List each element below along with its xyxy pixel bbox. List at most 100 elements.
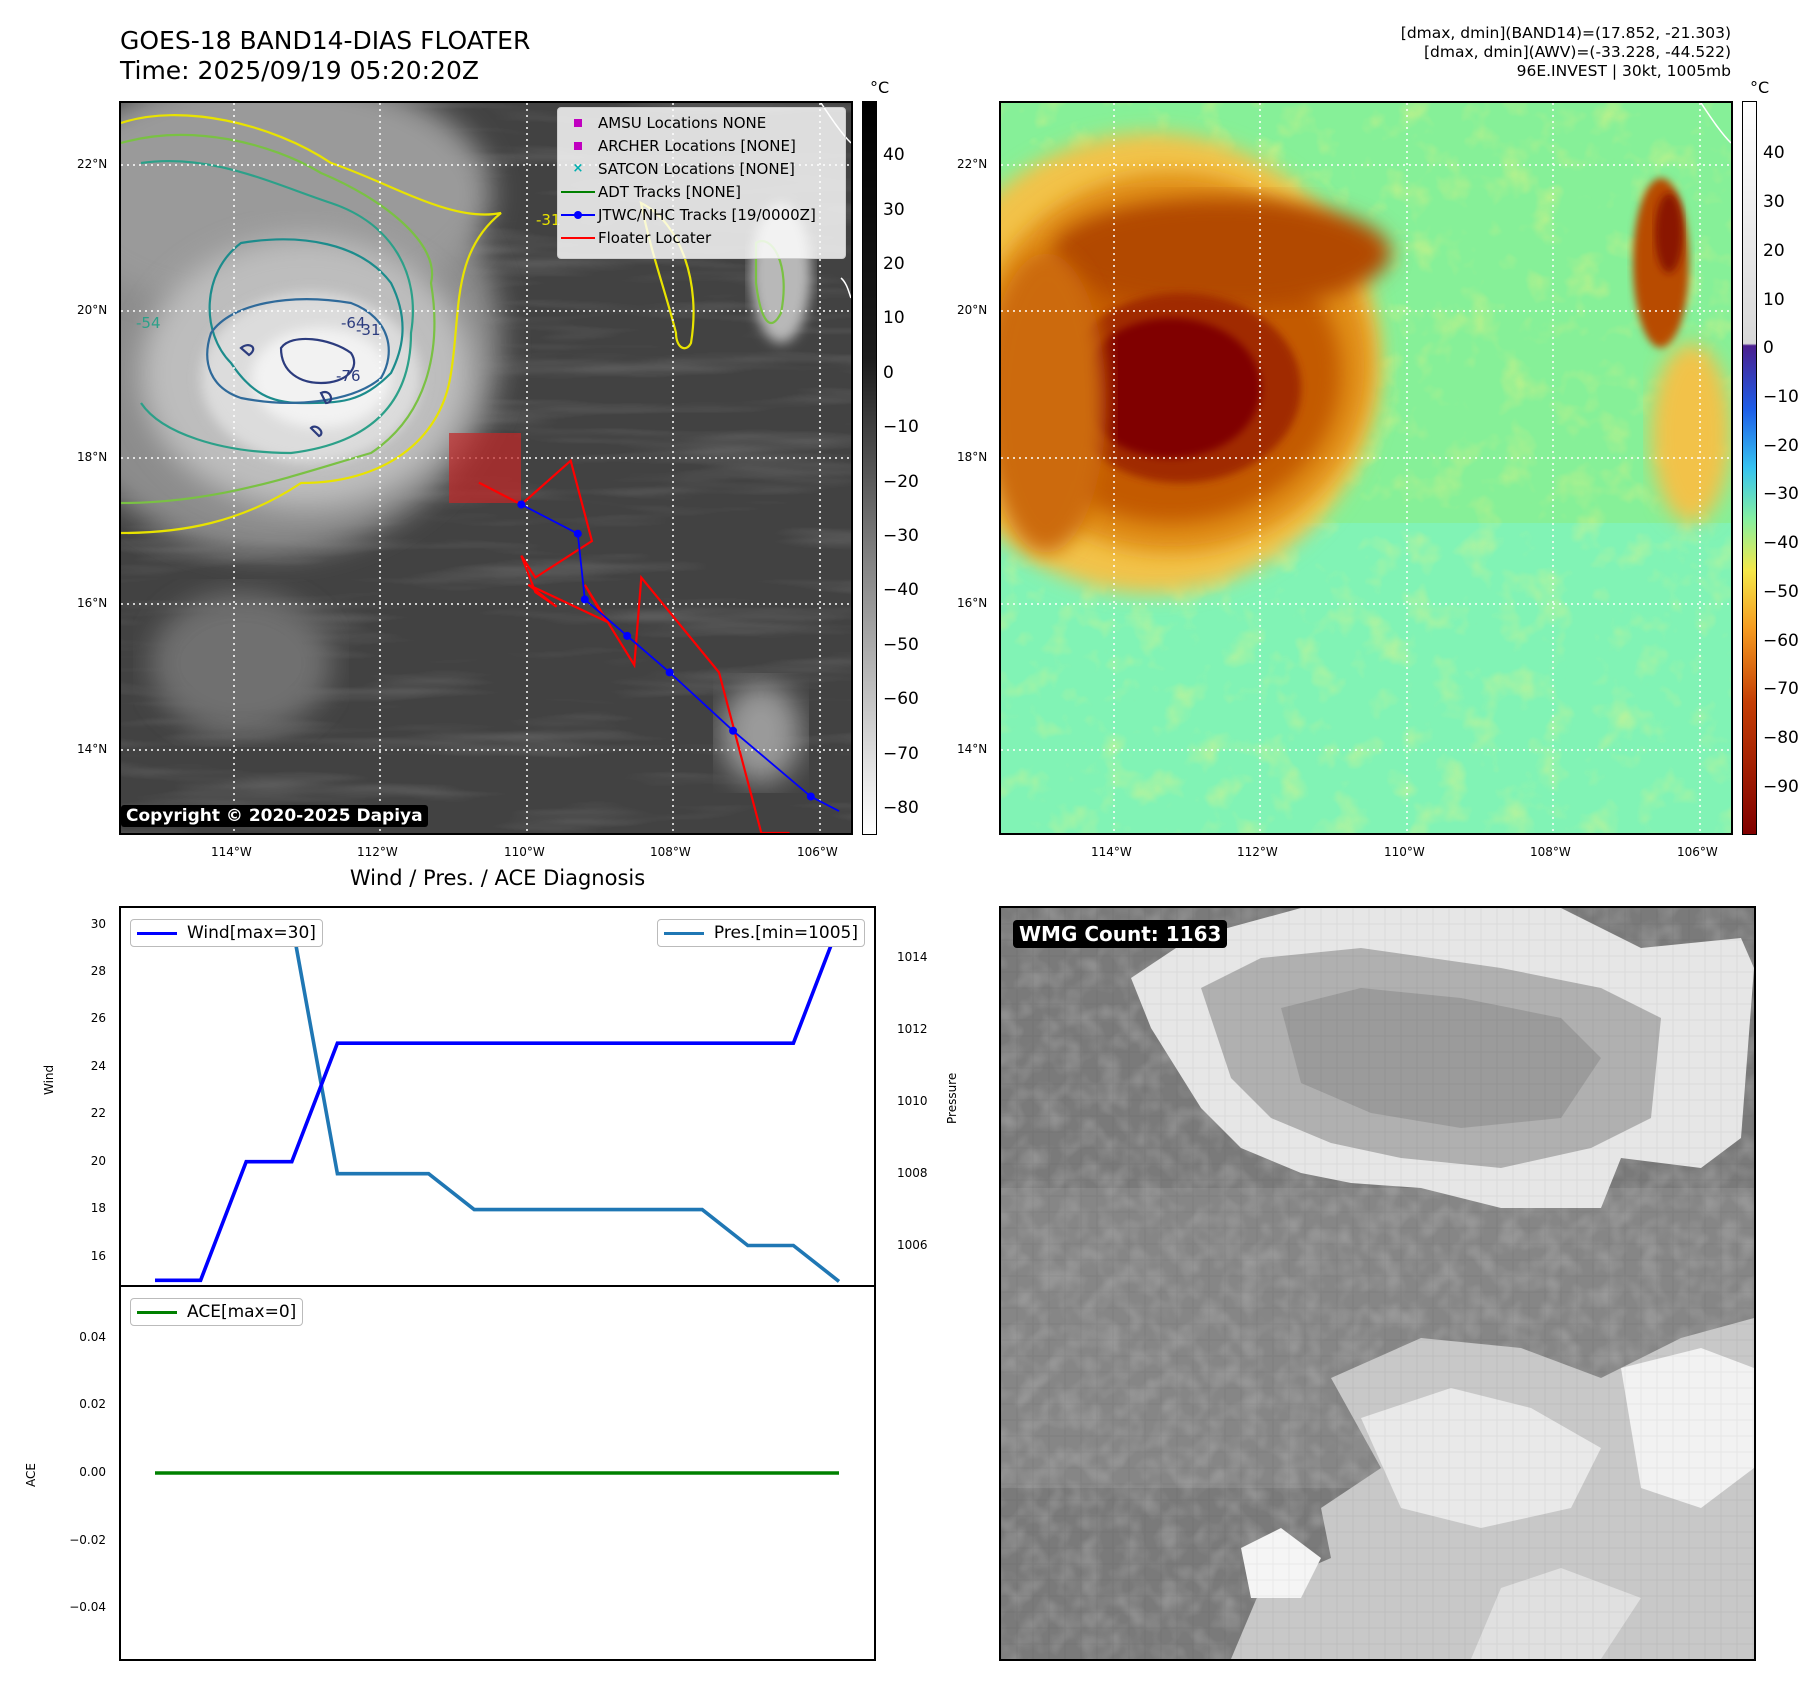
ace-legend-label: ACE[max=0] [187,1302,297,1322]
lat-tick: 16°N [957,596,988,610]
ace-legend: ACE[max=0] [130,1298,304,1326]
ir-legend-row: ARCHER Locations [NONE] [558,134,845,157]
contour-label: -76 [336,367,361,385]
floater-locater-track [478,458,790,833]
lat-tick: 22°N [77,157,108,171]
jtwc-track-point [729,726,738,735]
colorbar-tick: −60 [1763,631,1799,651]
colorbar-tick: −30 [883,526,919,546]
ir-legend-symbol [558,141,598,150]
header-stats: [dmax, dmin](BAND14)=(17.852, -21.303) [… [1401,24,1731,81]
ir-legend-row: AMSU Locations NONE [558,111,845,134]
colorbar-tick: −20 [1763,436,1799,456]
ir-legend-label: ARCHER Locations [NONE] [598,136,796,155]
wind-tick: 24 [90,1058,106,1073]
colorbar-tick: 20 [883,254,905,274]
lat-tick: 20°N [77,303,108,317]
colorbar-tick: −70 [883,744,919,764]
colorbar-tick: 30 [1763,192,1785,212]
pressure-legend: Pres.[min=1005] [656,919,865,947]
floater-locater-box [449,433,521,503]
lon-tick: 110°W [504,845,545,859]
wv-colorbar-unit: °C [1750,78,1770,97]
wind-tick: 16 [90,1248,106,1263]
ir-colorbar [862,101,877,835]
awv-minmax: [dmax, dmin](AWV)=(-33.228, -44.522) [1424,43,1731,61]
ir-legend-symbol: × [572,161,584,176]
colorbar-tick: −40 [1763,533,1799,553]
lat-tick: 14°N [77,742,108,756]
figure-title: GOES-18 BAND14-DIAS FLOATER [120,26,531,55]
coastline [1700,103,1731,144]
pressure-legend-swatch [663,931,704,935]
colorbar-tick: 0 [1763,338,1774,358]
colorbar-tick: 40 [1763,143,1785,163]
lon-tick: 112°W [357,845,398,859]
band14-minmax: [dmax, dmin](BAND14)=(17.852, -21.303) [1400,24,1731,42]
wmg-panel: WMG Count: 1163 [999,906,1756,1661]
wmg-pixel-grid [1001,908,1754,1659]
ir-legend-symbol [558,236,598,239]
jtwc-track-point [623,631,632,640]
ir-legend-label: ADT Tracks [NONE] [598,182,742,201]
wv-gridlines [1001,103,1731,833]
wind-legend-label: Wind[max=30] [187,923,316,943]
lon-tick: 106°W [1677,845,1718,859]
ace-legend-swatch [137,1310,177,1314]
ace-tick: 0.04 [79,1329,106,1344]
colorbar-tick: −20 [883,472,919,492]
contour-label: -64 [341,314,366,332]
pressure-tick: 1014 [897,950,928,965]
jtwc-track-point [580,595,589,604]
lat-tick: 16°N [77,596,108,610]
lon-tick: 112°W [1237,845,1278,859]
lon-tick: 114°W [1091,845,1132,859]
colorbar-tick: −50 [1763,582,1799,602]
colorbar-tick: −60 [883,689,919,709]
wind-tick: 26 [90,1011,106,1026]
wind-axis-label: Wind [42,1064,56,1095]
ir-legend-symbol [558,118,598,127]
wind-pres-panel: Wind[max=30] Pres.[min=1005] [119,906,876,1287]
pressure-tick: 1010 [897,1093,928,1108]
wv-map-panel [999,101,1733,835]
ir-legend-row: Floater Locater [558,226,845,249]
contour-label: -54 [136,314,161,332]
ace-tick: 0.02 [79,1397,106,1412]
colorbar-tick: 0 [883,363,894,383]
colorbar-tick: 40 [883,145,905,165]
colorbar-tick: 10 [883,308,905,328]
ir-legend-row: × SATCON Locations [NONE] [558,157,845,180]
ir-legend-symbol [558,190,598,193]
pressure-tick: 1006 [897,1237,928,1252]
lon-tick: 108°W [650,845,691,859]
wv-colorbar [1742,101,1757,835]
storm-info: 96E.INVEST | 30kt, 1005mb [1516,62,1731,80]
ace-tick: −0.02 [69,1532,106,1547]
colorbar-tick: −90 [1763,777,1799,797]
contour-label: -31 [536,211,561,229]
colorbar-tick: −30 [1763,484,1799,504]
pressure-tick: 1012 [897,1022,928,1037]
lon-tick: 108°W [1530,845,1571,859]
ir-legend-label: Floater Locater [598,228,712,247]
colorbar-tick: −50 [883,635,919,655]
jtwc-nhc-track-points [517,500,815,801]
pressure-series-line [155,920,841,1283]
ace-tick: 0.00 [79,1465,106,1479]
lat-tick: 20°N [957,303,988,317]
wind-legend: Wind[max=30] [130,919,323,947]
colorbar-tick: 10 [1763,290,1785,310]
lon-tick: 106°W [797,845,838,859]
colorbar-tick: −40 [883,580,919,600]
copyright-label: Copyright © 2020-2025 Dapiya [121,805,428,827]
colorbar-tick: −10 [1763,387,1799,407]
lat-tick: 22°N [957,157,988,171]
ir-legend-row: JTWC/NHC Tracks [19/0000Z] [558,203,845,226]
diag-title: Wind / Pres. / ACE Diagnosis [349,866,646,890]
wind-tick: 28 [90,964,106,979]
lon-tick: 114°W [211,845,252,859]
pressure-legend-label: Pres.[min=1005] [713,923,858,943]
ir-contours [121,114,785,535]
ace-panel: ACE[max=0] [119,1285,876,1661]
